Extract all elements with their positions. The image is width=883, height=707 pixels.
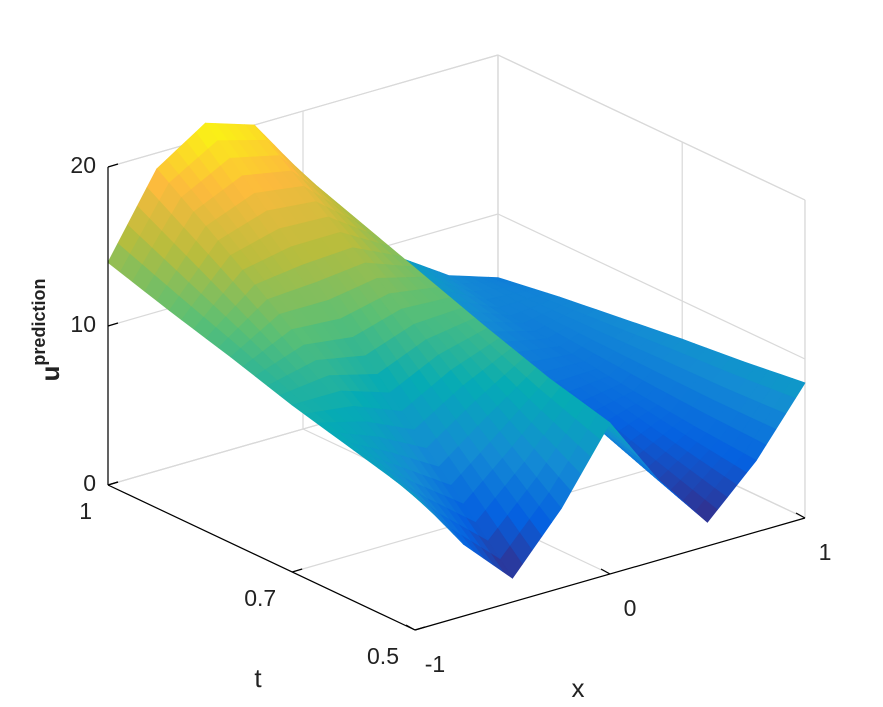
y-tick (292, 568, 303, 573)
y-tick-label: 0.7 (244, 585, 276, 611)
z-tick-label: 10 (70, 311, 96, 337)
z-axis-label-base: u (35, 366, 65, 382)
z-tick-label: 20 (70, 152, 96, 178)
x-tick-label: -1 (425, 651, 445, 677)
z-tick (107, 322, 119, 327)
y-axis-label: t (254, 663, 262, 693)
x-tick-label: 1 (819, 539, 832, 565)
y-tick-label: 0.5 (367, 643, 399, 669)
z-tick-label: 0 (83, 470, 96, 496)
x-tick (405, 624, 416, 631)
y-tick (414, 626, 426, 631)
surface-patch (402, 485, 426, 506)
y-tick-label: 1 (79, 498, 92, 524)
grid-line (497, 213, 806, 360)
y-axis (107, 484, 416, 631)
x-tick (600, 568, 611, 575)
z-axis-label: uprediction (29, 279, 65, 382)
x-tick (795, 512, 806, 519)
grid-line (497, 54, 806, 201)
z-axis-label-sup: prediction (29, 279, 49, 366)
surface (107, 122, 806, 579)
z-tick (107, 163, 119, 168)
x-axis-label: x (572, 673, 585, 703)
grid-line (107, 54, 499, 168)
y-tick (107, 481, 119, 486)
x-tick-label: 0 (624, 595, 637, 621)
